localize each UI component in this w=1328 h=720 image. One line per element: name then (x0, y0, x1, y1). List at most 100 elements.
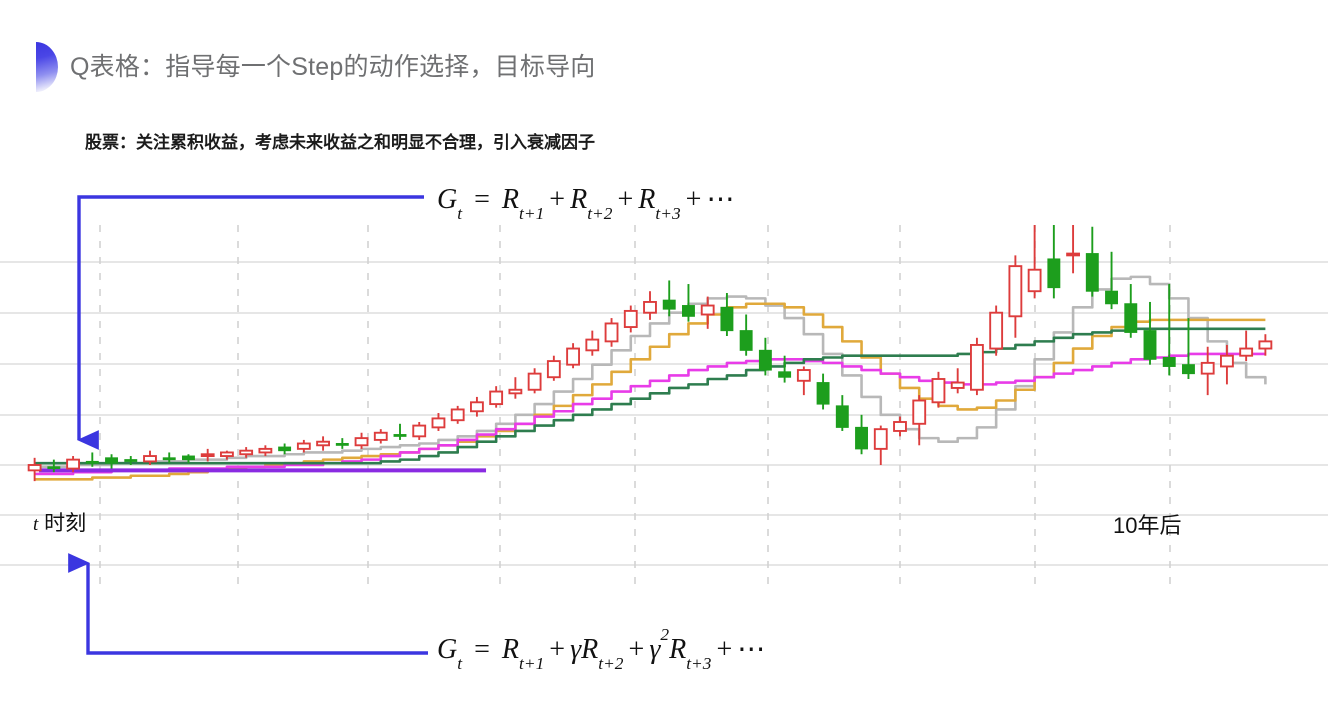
candlestick (431, 413, 446, 431)
formula-term: Rt+1 (501, 184, 545, 224)
candlestick (778, 355, 792, 383)
candlestick (143, 450, 157, 465)
subtitle-note: 股票：关注累积收益，考虑未来收益之和明显不合理，引入衰减因子 (85, 133, 595, 152)
candlestick (1047, 225, 1061, 299)
formula-coefficient: γ2 (649, 624, 670, 665)
candlestick (989, 305, 1004, 356)
candle-body (739, 330, 753, 351)
candle-body (182, 455, 195, 461)
formula-plus: + (685, 184, 702, 215)
formula-lhs: Gt (437, 634, 463, 674)
t-moment-text: 时刻 (38, 512, 87, 535)
candle-body (873, 428, 888, 450)
candlestick (739, 314, 753, 356)
formula-lhs: Gt (437, 184, 463, 224)
candle-body (623, 309, 638, 328)
candlestick (912, 395, 927, 446)
formula-term: Rt+3 (669, 634, 712, 674)
candle-body (1027, 268, 1042, 293)
candlestick (623, 305, 638, 333)
candlestick (162, 452, 176, 464)
candle-body (1105, 290, 1118, 305)
candle-body (1220, 354, 1234, 368)
candlestick (316, 436, 330, 451)
candle-body (431, 417, 446, 429)
candlestick (546, 355, 561, 381)
candlestick (508, 377, 523, 399)
candle-body (720, 306, 734, 332)
candle-body (546, 360, 561, 379)
candle-body (1066, 252, 1080, 257)
candle-body (912, 399, 927, 425)
ma-line (34, 352, 1266, 476)
candlestick (720, 293, 734, 336)
formula-plus: + (617, 184, 634, 215)
candlestick (1124, 284, 1138, 338)
page-title: Q表格：指导每一个Step的动作选择，目标导向 (70, 53, 596, 81)
candle-body (970, 344, 984, 391)
candlestick (393, 423, 407, 440)
candle-body (393, 434, 407, 437)
candle-body (989, 311, 1004, 350)
formula-equals: = (467, 634, 497, 665)
t-symbol: t (33, 514, 39, 535)
formula-term: Rt+2 (570, 184, 613, 224)
candle-body (412, 424, 427, 438)
candlestick (816, 373, 830, 410)
candlestick (200, 448, 215, 462)
candle-body (470, 401, 484, 413)
candle-body (682, 305, 695, 317)
candle-body (566, 347, 580, 366)
candlestick (1143, 301, 1157, 365)
candle-body (1258, 340, 1273, 350)
candlestick (1182, 318, 1195, 379)
candlestick (758, 337, 772, 376)
formula-plus: + (549, 634, 566, 665)
candlestick (220, 450, 234, 460)
candle-body (508, 388, 523, 395)
candle-body (816, 382, 830, 405)
candle-body (796, 369, 811, 382)
candlestick (296, 439, 311, 453)
candle-body (643, 301, 657, 314)
candlestick (1027, 225, 1042, 299)
candlestick (1105, 251, 1118, 310)
candlestick (278, 443, 292, 455)
candle-body (1182, 364, 1195, 375)
candlestick (1085, 226, 1099, 297)
candle-body (373, 431, 388, 441)
chart-svg (0, 225, 1328, 585)
candlestick (1200, 346, 1215, 396)
candlestick (124, 456, 138, 465)
candle-body (335, 443, 349, 446)
candle-body (1085, 253, 1099, 292)
candlestick (27, 457, 42, 482)
candle-body (162, 457, 176, 461)
gradient-crescent-bullet-icon (36, 42, 58, 92)
candle-body (1124, 303, 1138, 333)
candle-body (604, 322, 619, 343)
candle-body (1239, 347, 1254, 357)
candle-body (778, 371, 792, 378)
candlestick (47, 459, 61, 473)
candlestick (855, 414, 868, 455)
candle-body (66, 458, 80, 470)
formula-term: Rt+2 (581, 634, 624, 674)
candlestick (585, 330, 600, 356)
formula-equals: = (467, 184, 497, 215)
candlestick (1220, 344, 1234, 385)
candlestick (373, 429, 388, 444)
candlestick (566, 343, 580, 369)
formula-ellipsis: ⋯ (706, 184, 735, 215)
candlestick (489, 386, 504, 408)
candle-body (258, 447, 273, 454)
candlestick (335, 438, 349, 449)
ma-line (34, 327, 1266, 465)
candle-body (354, 437, 369, 447)
candlestick (105, 454, 118, 469)
formula-undiscounted-return: Gt = Rt+1 + Rt+2 + Rt+3 + ⋯ (437, 182, 735, 224)
candlestick (412, 422, 427, 440)
formula-ellipsis: ⋯ (737, 634, 766, 665)
candlestick (1162, 284, 1176, 376)
candlestick (1066, 225, 1080, 274)
